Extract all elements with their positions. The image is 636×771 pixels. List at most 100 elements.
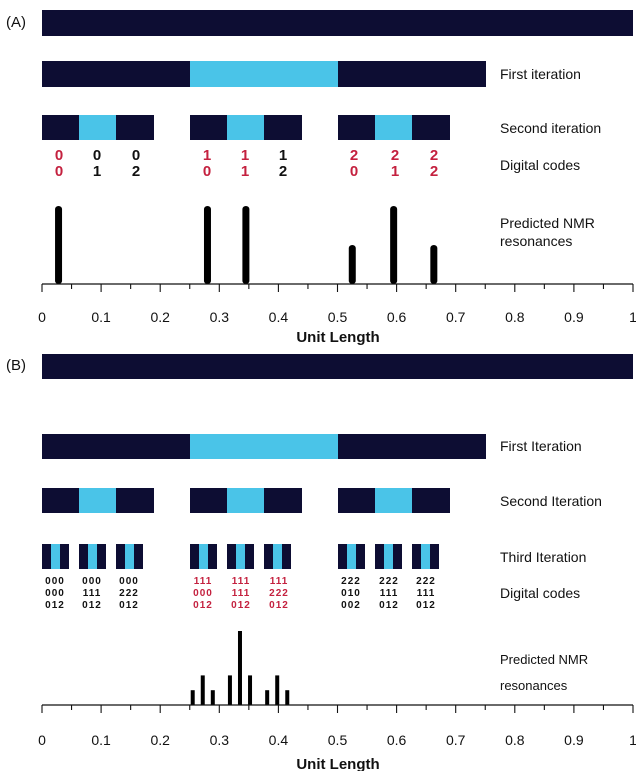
- code-top: 0: [55, 147, 63, 164]
- segment-dark: [116, 544, 125, 569]
- segment-light: [227, 488, 264, 513]
- panel-b-label: (B): [6, 357, 26, 374]
- x-tick-label: 0.1: [91, 309, 111, 325]
- row-label-second-iteration: Second iteration: [500, 120, 601, 136]
- code-top: 2: [430, 147, 438, 164]
- x-tick-label: 0.4: [269, 309, 289, 325]
- third-iteration-group: [42, 544, 69, 569]
- code-bottom: 1: [391, 163, 399, 180]
- panel-b-second-iteration: [42, 488, 450, 513]
- nmr-label-line-2: resonances: [500, 233, 572, 249]
- third-iteration-group: [375, 544, 402, 569]
- code-line: 111: [194, 576, 213, 587]
- segment-light: [375, 488, 412, 513]
- segment-light: [384, 544, 393, 569]
- segment-dark: [42, 434, 190, 459]
- row-label-digital-codes: Digital codes: [500, 157, 580, 173]
- panel-a-x-axis-label: Unit Length: [296, 329, 379, 346]
- code-top: 1: [241, 147, 249, 164]
- segment-dark: [430, 544, 439, 569]
- third-iteration-group: [264, 544, 291, 569]
- panel-b-digital-codes: 000 000 012 000 111 012 000 222 012 111 …: [45, 576, 436, 611]
- code-bottom: 0: [55, 163, 63, 180]
- resonance-peak: [210, 690, 215, 705]
- segment-dark: [42, 61, 190, 87]
- code-bottom: 2: [132, 163, 140, 180]
- segment-light: [236, 544, 245, 569]
- code-line: 000: [45, 576, 65, 587]
- segment-dark: [412, 115, 450, 140]
- code-line: 111: [270, 576, 289, 587]
- segment-dark: [60, 544, 69, 569]
- code-line: 012: [119, 600, 139, 611]
- resonance-peak: [203, 206, 211, 284]
- row-label-second-iteration: Second Iteration: [500, 493, 602, 509]
- panel-a-first-iteration: [42, 61, 486, 87]
- segment-dark: [338, 115, 375, 140]
- segment-light: [190, 61, 338, 87]
- x-tick-label: 0.8: [505, 732, 525, 748]
- code-line: 012: [231, 600, 251, 611]
- resonance-peak: [430, 245, 438, 284]
- segment-dark: [190, 544, 199, 569]
- code-line: 222: [379, 576, 399, 587]
- segment-dark: [282, 544, 291, 569]
- segment-dark: [116, 115, 154, 140]
- code-top: 2: [350, 147, 358, 164]
- code-line: 012: [269, 600, 289, 611]
- nmr-label-line-1: Predicted NMR: [500, 215, 595, 231]
- segment-light: [421, 544, 430, 569]
- x-tick-label: 0.8: [505, 309, 525, 325]
- code-line: 111: [417, 588, 436, 599]
- code-line: 012: [193, 600, 213, 611]
- code-line: 000: [193, 588, 213, 599]
- segment-dark: [264, 544, 273, 569]
- x-tick-label: 0: [38, 309, 46, 325]
- segment-dark: [412, 544, 421, 569]
- code-line: 111: [83, 588, 102, 599]
- segment-light: [199, 544, 208, 569]
- x-tick-label: 0.7: [446, 309, 466, 325]
- third-iteration-group: [412, 544, 439, 569]
- x-tick-label: 0: [38, 732, 46, 748]
- segment-light: [273, 544, 282, 569]
- resonance-peak: [237, 631, 242, 705]
- panel-b-third-iteration: [42, 544, 439, 569]
- segment-light: [347, 544, 356, 569]
- segment-light: [79, 488, 116, 513]
- segment-dark: [245, 544, 254, 569]
- row-label-digital-codes: Digital codes: [500, 585, 580, 601]
- code-bottom: 2: [279, 163, 287, 180]
- panel-a-digital-codes: 0 0 0 1 0 2 1 0 1 1 1 2 2 0 2 1 2 2: [55, 147, 438, 180]
- resonance-peak: [190, 690, 195, 705]
- third-iteration-group: [338, 544, 365, 569]
- resonance-peak: [248, 675, 253, 705]
- x-tick-label: 0.9: [564, 309, 584, 325]
- nmr-label-line-2: resonances: [500, 678, 568, 693]
- code-top: 0: [132, 147, 140, 164]
- segment-light: [88, 544, 97, 569]
- segment-light: [51, 544, 60, 569]
- third-iteration-group: [79, 544, 106, 569]
- code-line: 222: [416, 576, 436, 587]
- resonance-peak: [227, 675, 232, 705]
- code-line: 111: [232, 588, 251, 599]
- segment-dark: [42, 544, 51, 569]
- x-tick-label: 0.3: [210, 732, 230, 748]
- segment-dark: [338, 488, 375, 513]
- segment-dark: [190, 115, 227, 140]
- code-line: 010: [341, 588, 361, 599]
- code-top: 2: [391, 147, 399, 164]
- segment-dark: [134, 544, 143, 569]
- segment-dark: [190, 488, 227, 513]
- panel-b-resonance-peaks: [190, 631, 290, 705]
- nmr-label-line-1: Predicted NMR: [500, 652, 588, 667]
- segment-dark: [338, 434, 486, 459]
- code-top: 0: [93, 147, 101, 164]
- code-bottom: 1: [241, 163, 249, 180]
- resonance-peak: [390, 206, 398, 284]
- segment-light: [190, 434, 338, 459]
- x-tick-label: 1: [629, 309, 636, 325]
- row-label-first-iteration: First Iteration: [500, 438, 582, 454]
